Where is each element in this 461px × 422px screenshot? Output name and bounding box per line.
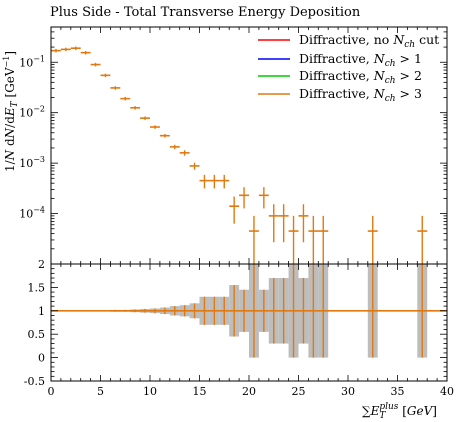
x-tick-label-0: 0 [48, 385, 55, 398]
y-tick-label-main: 10−1 [19, 54, 45, 69]
main-data-points [51, 46, 428, 264]
y-axis-ticks-main: 10−4 10−3 10−2 10−1 [19, 26, 447, 265]
y-tick-label-main: 10−3 [19, 155, 45, 170]
legend-label-orange: Diffractive, Nch > 3 [299, 86, 422, 104]
y-axis-label: 1/N dN/dET [GeV−1] [2, 51, 20, 172]
ratio-data-points [51, 264, 447, 358]
y-tick-label-ratio--0.5: -0.5 [24, 375, 45, 388]
x-axis-ticks: 0 5 10 15 20 25 30 35 40 [48, 27, 454, 398]
x-tick-label-30: 30 [341, 385, 355, 398]
y-tick-label-ratio-2: 2 [38, 258, 45, 271]
legend-label-red: Diffractive, no Nch cut [299, 32, 439, 50]
x-tick-label-5: 5 [97, 385, 104, 398]
y-tick-label-ratio-0: 0 [38, 352, 45, 365]
y-tick-label-ratio-0.5: 0.5 [28, 328, 46, 341]
y-tick-label-ratio-1.5: 1.5 [28, 281, 46, 294]
x-tick-label-20: 20 [242, 385, 256, 398]
x-tick-label-25: 25 [292, 385, 306, 398]
legend-label-blue: Diffractive, Nch > 1 [299, 51, 422, 69]
x-tick-label-10: 10 [143, 385, 157, 398]
x-axis-label: ∑ETplus [GeV] [362, 402, 437, 421]
x-tick-label-40: 40 [440, 385, 454, 398]
y-axis-ticks-ratio: -0.5 0 0.5 1 1.5 2 [24, 258, 447, 388]
y-tick-label-ratio-1: 1 [38, 305, 45, 318]
x-tick-label-35: 35 [391, 385, 405, 398]
y-tick-label-main: 10−2 [19, 105, 45, 120]
legend: Diffractive, no Nch cut Diffractive, Nch… [258, 32, 439, 104]
y-tick-label-main: 10−4 [19, 206, 45, 221]
legend-label-green: Diffractive, Nch > 2 [299, 68, 422, 86]
x-tick-label-15: 15 [193, 385, 207, 398]
chart-title: Plus Side - Total Transverse Energy Depo… [50, 5, 361, 20]
